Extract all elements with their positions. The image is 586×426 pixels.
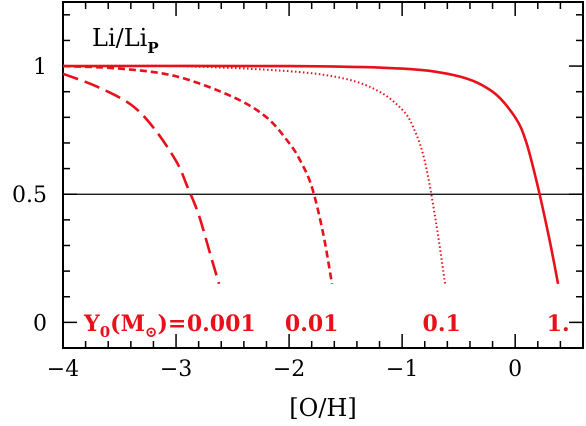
x-tick-label: −4 [47, 357, 79, 382]
x-tick-label: −1 [386, 357, 418, 382]
curve-label-4: 1. [547, 311, 570, 337]
legend-prefix-close: )= [158, 311, 187, 337]
x-tick-label: −3 [160, 357, 192, 382]
curve-label-3: 0.1 [423, 311, 461, 337]
curve-label-2: 0.01 [285, 311, 339, 337]
inset-label-subscript: P [147, 39, 158, 57]
legend-prefix-main: Y [83, 311, 100, 337]
y-tick-label: 0 [33, 311, 47, 336]
series-line-3 [62, 64, 447, 285]
x-tick-label: 0 [508, 357, 522, 382]
inset-label-main: Li/Li [92, 24, 148, 52]
series-line-4 [62, 64, 560, 285]
series-line-1 [62, 72, 221, 285]
axis-ticks: −4 −3 −2 −1 0 0 0.5 1 [12, 2, 584, 382]
plot-frame [62, 1, 584, 349]
x-tick-label: −2 [273, 357, 305, 382]
legend-prefix-open: (M [110, 311, 145, 337]
inset-label: Li/LiP [92, 24, 159, 57]
y-tick-label: 1 [33, 55, 47, 80]
y-tick-label: 0.5 [12, 183, 47, 208]
x-axis-label: [O/H] [289, 394, 356, 422]
series-line-2 [62, 64, 334, 285]
curve-labels: 0.001 0.01 0.1 1. [187, 311, 570, 337]
curve-label-1: 0.001 [187, 311, 256, 337]
legend-prefix: Y0(M⊙)= [83, 311, 186, 341]
legend-prefix-sub: 0 [100, 323, 110, 341]
sun-symbol-icon: ⊙ [145, 323, 158, 341]
series-curves [62, 64, 560, 285]
